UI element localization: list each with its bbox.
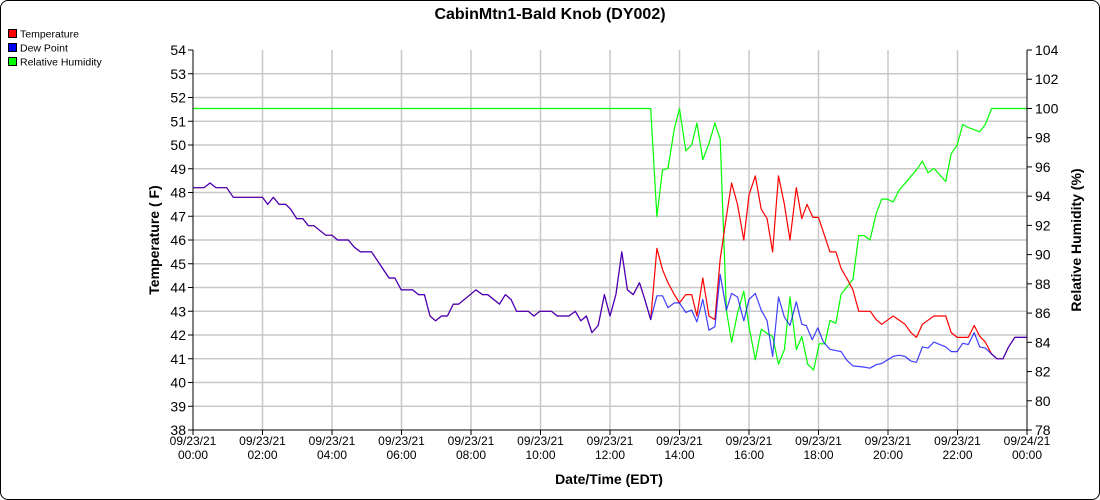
y-tick-label-right: 98	[1035, 130, 1051, 146]
x-tick-label-time: 12:00	[595, 448, 625, 462]
y-tick-label-left: 52	[170, 90, 186, 106]
series-lines	[193, 107, 1027, 371]
x-tick-label-date: 09/23/21	[795, 434, 842, 448]
x-tick-label-date: 09/23/21	[726, 434, 773, 448]
y-tick-label-left: 54	[170, 42, 186, 58]
y-tick-label-right: 80	[1035, 393, 1051, 409]
legend-swatch	[8, 43, 17, 52]
grid	[193, 50, 1027, 430]
x-tick-label-time: 08:00	[456, 448, 486, 462]
legend-swatch	[8, 29, 17, 38]
y-tick-label-left: 48	[170, 185, 186, 201]
x-axis-label: Date/Time (EDT)	[555, 471, 663, 487]
y-tick-label-left: 38	[170, 422, 186, 438]
y-tick-label-right: 82	[1035, 364, 1051, 380]
y-tick-label-right: 96	[1035, 159, 1051, 175]
series-line-dew-point	[193, 182, 1027, 369]
y-tick-label-left: 47	[170, 208, 186, 224]
y-tick-label-right: 92	[1035, 217, 1051, 233]
y-tick-label-left: 42	[170, 327, 186, 343]
x-tick-label-time: 20:00	[873, 448, 903, 462]
chart-title: CabinMtn1-Bald Knob (DY002)	[434, 6, 665, 23]
x-tick-label-date: 09/24/21	[1004, 434, 1051, 448]
x-tick-label-time: 06:00	[386, 448, 416, 462]
legend-label: Dew Point	[20, 43, 68, 55]
y-tick-label-left: 50	[170, 137, 186, 153]
x-tick-label-date: 09/23/21	[656, 434, 703, 448]
x-tick-label-date: 09/23/21	[378, 434, 425, 448]
x-tick-label-time: 00:00	[1012, 448, 1042, 462]
x-tick-label-time: 16:00	[734, 448, 764, 462]
y-tick-label-right: 94	[1035, 188, 1051, 204]
y-tick-label-right: 90	[1035, 247, 1051, 263]
y-tick-label-left: 41	[170, 351, 186, 367]
y-tick-label-right: 86	[1035, 305, 1051, 321]
x-tick-label-time: 00:00	[178, 448, 208, 462]
x-tick-label-date: 09/23/21	[934, 434, 981, 448]
legend-label: Temperature	[20, 29, 79, 41]
y-tick-label-left: 40	[170, 375, 186, 391]
x-tick-label-date: 09/23/21	[448, 434, 495, 448]
x-tick-label-time: 02:00	[247, 448, 277, 462]
x-tick-label-date: 09/23/21	[587, 434, 634, 448]
x-tick-label-time: 22:00	[942, 448, 972, 462]
y-axis-left-label: Temperature ( F)	[146, 185, 162, 294]
y-tick-label-left: 43	[170, 303, 186, 319]
y-tick-label-left: 49	[170, 161, 186, 177]
x-tick-label-time: 18:00	[803, 448, 833, 462]
y-tick-label-left: 44	[170, 280, 186, 296]
x-tick-label-date: 09/23/21	[239, 434, 286, 448]
x-tick-label-date: 09/23/21	[309, 434, 356, 448]
legend: Temperature Dew Point Relative Humidity	[8, 29, 102, 69]
y-axis-right-label: Relative Humidity (%)	[1068, 168, 1084, 311]
axes: 38 39 40 41 42 43 44 45 46 47 48 49 50 51 52 53 54 78 80 82…	[170, 42, 1059, 462]
legend-swatch	[8, 57, 17, 66]
y-tick-label-right: 84	[1035, 334, 1051, 350]
y-tick-label-left: 45	[170, 256, 186, 272]
y-tick-label-left: 46	[170, 232, 186, 248]
x-tick-label-date: 09/23/21	[865, 434, 912, 448]
x-tick-label-time: 14:00	[664, 448, 694, 462]
x-tick-label-date: 09/23/21	[170, 434, 217, 448]
y-tick-label-left: 53	[170, 66, 186, 82]
series-line-relative-humidity	[193, 107, 1027, 371]
y-tick-label-right: 104	[1035, 42, 1059, 58]
y-tick-label-left: 39	[170, 398, 186, 414]
x-tick-label-date: 09/23/21	[517, 434, 564, 448]
y-tick-label-right: 102	[1035, 71, 1059, 87]
y-tick-label-right: 100	[1035, 100, 1059, 116]
y-tick-label-right: 78	[1035, 422, 1051, 438]
y-tick-label-left: 51	[170, 113, 186, 129]
x-tick-label-time: 10:00	[525, 448, 555, 462]
x-tick-label-time: 04:00	[317, 448, 347, 462]
y-tick-label-right: 88	[1035, 276, 1051, 292]
legend-label: Relative Humidity	[20, 57, 102, 69]
